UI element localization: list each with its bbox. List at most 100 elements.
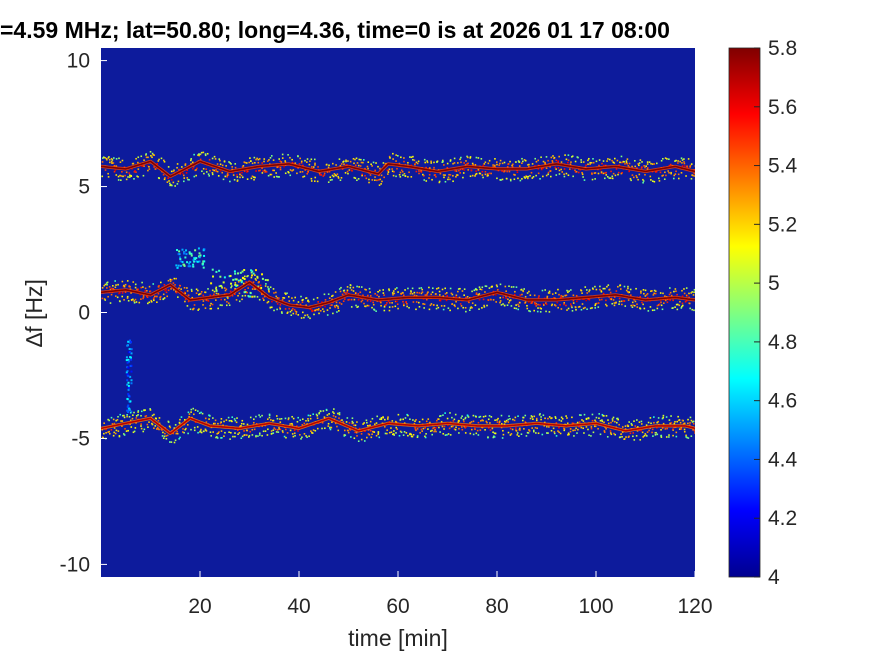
- trace-1-halo: [301, 311, 304, 314]
- speckle-2: [127, 387, 130, 390]
- speckle-2: [127, 351, 130, 354]
- trace-1-halo: [646, 292, 649, 295]
- speckle-0: [195, 260, 198, 263]
- trace-1-halo: [487, 299, 490, 302]
- trace-0-halo: [484, 170, 487, 173]
- trace-0-halo: [675, 170, 677, 173]
- trace-2-halo: [494, 419, 496, 421]
- trace-1-halo: [162, 293, 165, 296]
- trace-0-halo: [608, 177, 611, 179]
- trace-0-halo: [611, 175, 614, 178]
- trace-2-halo: [590, 426, 593, 428]
- trace-1-halo: [437, 306, 440, 309]
- trace-1-halo: [529, 294, 532, 296]
- trace-2-halo: [621, 431, 624, 433]
- trace-2-halo: [164, 432, 166, 435]
- trace-2-halo: [157, 419, 160, 422]
- trace-0-halo: [153, 166, 155, 168]
- speckle-2: [126, 379, 129, 382]
- trace-2-halo: [155, 428, 158, 430]
- trace-2-halo: [484, 415, 487, 417]
- trace-1-halo: [566, 309, 568, 311]
- trace-2-halo: [339, 419, 342, 422]
- speckle-0: [190, 252, 193, 255]
- trace-2-halo: [233, 418, 236, 420]
- trace-0-halo: [113, 157, 115, 159]
- trace-2-halo: [599, 419, 602, 422]
- trace-0-halo: [542, 167, 544, 170]
- plot-background: [101, 48, 695, 577]
- trace-1-halo: [215, 288, 218, 291]
- trace-1-halo: [475, 293, 478, 296]
- trace-2-halo: [677, 419, 680, 422]
- trace-1-halo: [195, 288, 198, 291]
- colorbar-ticks: 5.85.65.45.254.84.64.44.24: [754, 37, 798, 589]
- trace-2-halo: [531, 416, 534, 418]
- y-tick-label: 5: [78, 176, 90, 199]
- trace-0-halo: [665, 174, 667, 177]
- trace-0-halo: [634, 165, 637, 168]
- trace-2-halo: [416, 428, 419, 430]
- trace-1-halo: [515, 304, 517, 306]
- trace-0-halo: [501, 170, 503, 172]
- trace-1-halo: [107, 295, 109, 298]
- trace-0-halo: [335, 174, 338, 177]
- trace-2-halo: [384, 425, 386, 428]
- trace-2-halo: [142, 430, 145, 433]
- trace-1-halo: [571, 310, 574, 312]
- trace-0-halo: [371, 165, 373, 167]
- trace-0-halo: [461, 168, 464, 171]
- trace-0-halo: [594, 178, 596, 180]
- trace-0-halo: [641, 161, 643, 163]
- trace-2-halo: [603, 421, 605, 424]
- trace-0-halo: [269, 157, 272, 159]
- trace-1-halo: [595, 288, 598, 291]
- trace-2-halo: [440, 420, 443, 423]
- trace-0-halo: [275, 175, 278, 178]
- speckle-0: [198, 252, 201, 255]
- trace-1-halo: [431, 287, 434, 290]
- trace-2-halo: [395, 432, 397, 434]
- trace-2-halo: [192, 407, 195, 410]
- trace-2-halo: [626, 424, 629, 427]
- trace-0-halo: [297, 155, 299, 158]
- trace-1-halo: [297, 314, 300, 316]
- trace-0-halo: [475, 172, 478, 175]
- trace-0-halo: [519, 179, 522, 182]
- trace-2-halo: [126, 415, 128, 418]
- trace-1-halo: [251, 288, 254, 290]
- trace-0-halo: [531, 177, 534, 179]
- trace-2-halo: [369, 420, 372, 423]
- trace-0-halo: [181, 171, 183, 174]
- trace-1-halo: [346, 286, 349, 288]
- trace-2-halo: [454, 428, 457, 431]
- trace-0-halo: [646, 167, 649, 169]
- trace-0-halo: [137, 176, 139, 178]
- trace-0-halo: [253, 176, 255, 178]
- trace-0-halo: [289, 174, 292, 177]
- trace-1-halo: [646, 296, 649, 299]
- trace-2-halo: [541, 433, 544, 436]
- trace-1-halo: [572, 299, 575, 302]
- trace-0-halo: [602, 160, 605, 162]
- trace-2-halo: [299, 434, 301, 436]
- trace-2-halo: [594, 419, 596, 422]
- trace-0-halo: [449, 159, 452, 161]
- trace-0-halo: [358, 158, 361, 161]
- trace-2-halo: [393, 434, 396, 436]
- trace-2-halo: [117, 430, 120, 432]
- trace-2-halo: [504, 421, 507, 423]
- trace-0-halo: [281, 157, 284, 159]
- trace-2-halo: [306, 436, 308, 438]
- trace-1-halo: [335, 304, 338, 307]
- trace-1-halo: [606, 285, 608, 288]
- trace-2-halo: [576, 421, 579, 424]
- x-tick-label: 80: [485, 595, 508, 618]
- trace-1-halo: [690, 292, 692, 294]
- trace-2-halo: [270, 433, 273, 435]
- trace-0-halo: [569, 163, 572, 166]
- trace-1-halo: [187, 294, 190, 297]
- trace-0-halo: [147, 156, 149, 159]
- trace-2-halo: [591, 419, 594, 422]
- trace-1-halo: [149, 290, 152, 293]
